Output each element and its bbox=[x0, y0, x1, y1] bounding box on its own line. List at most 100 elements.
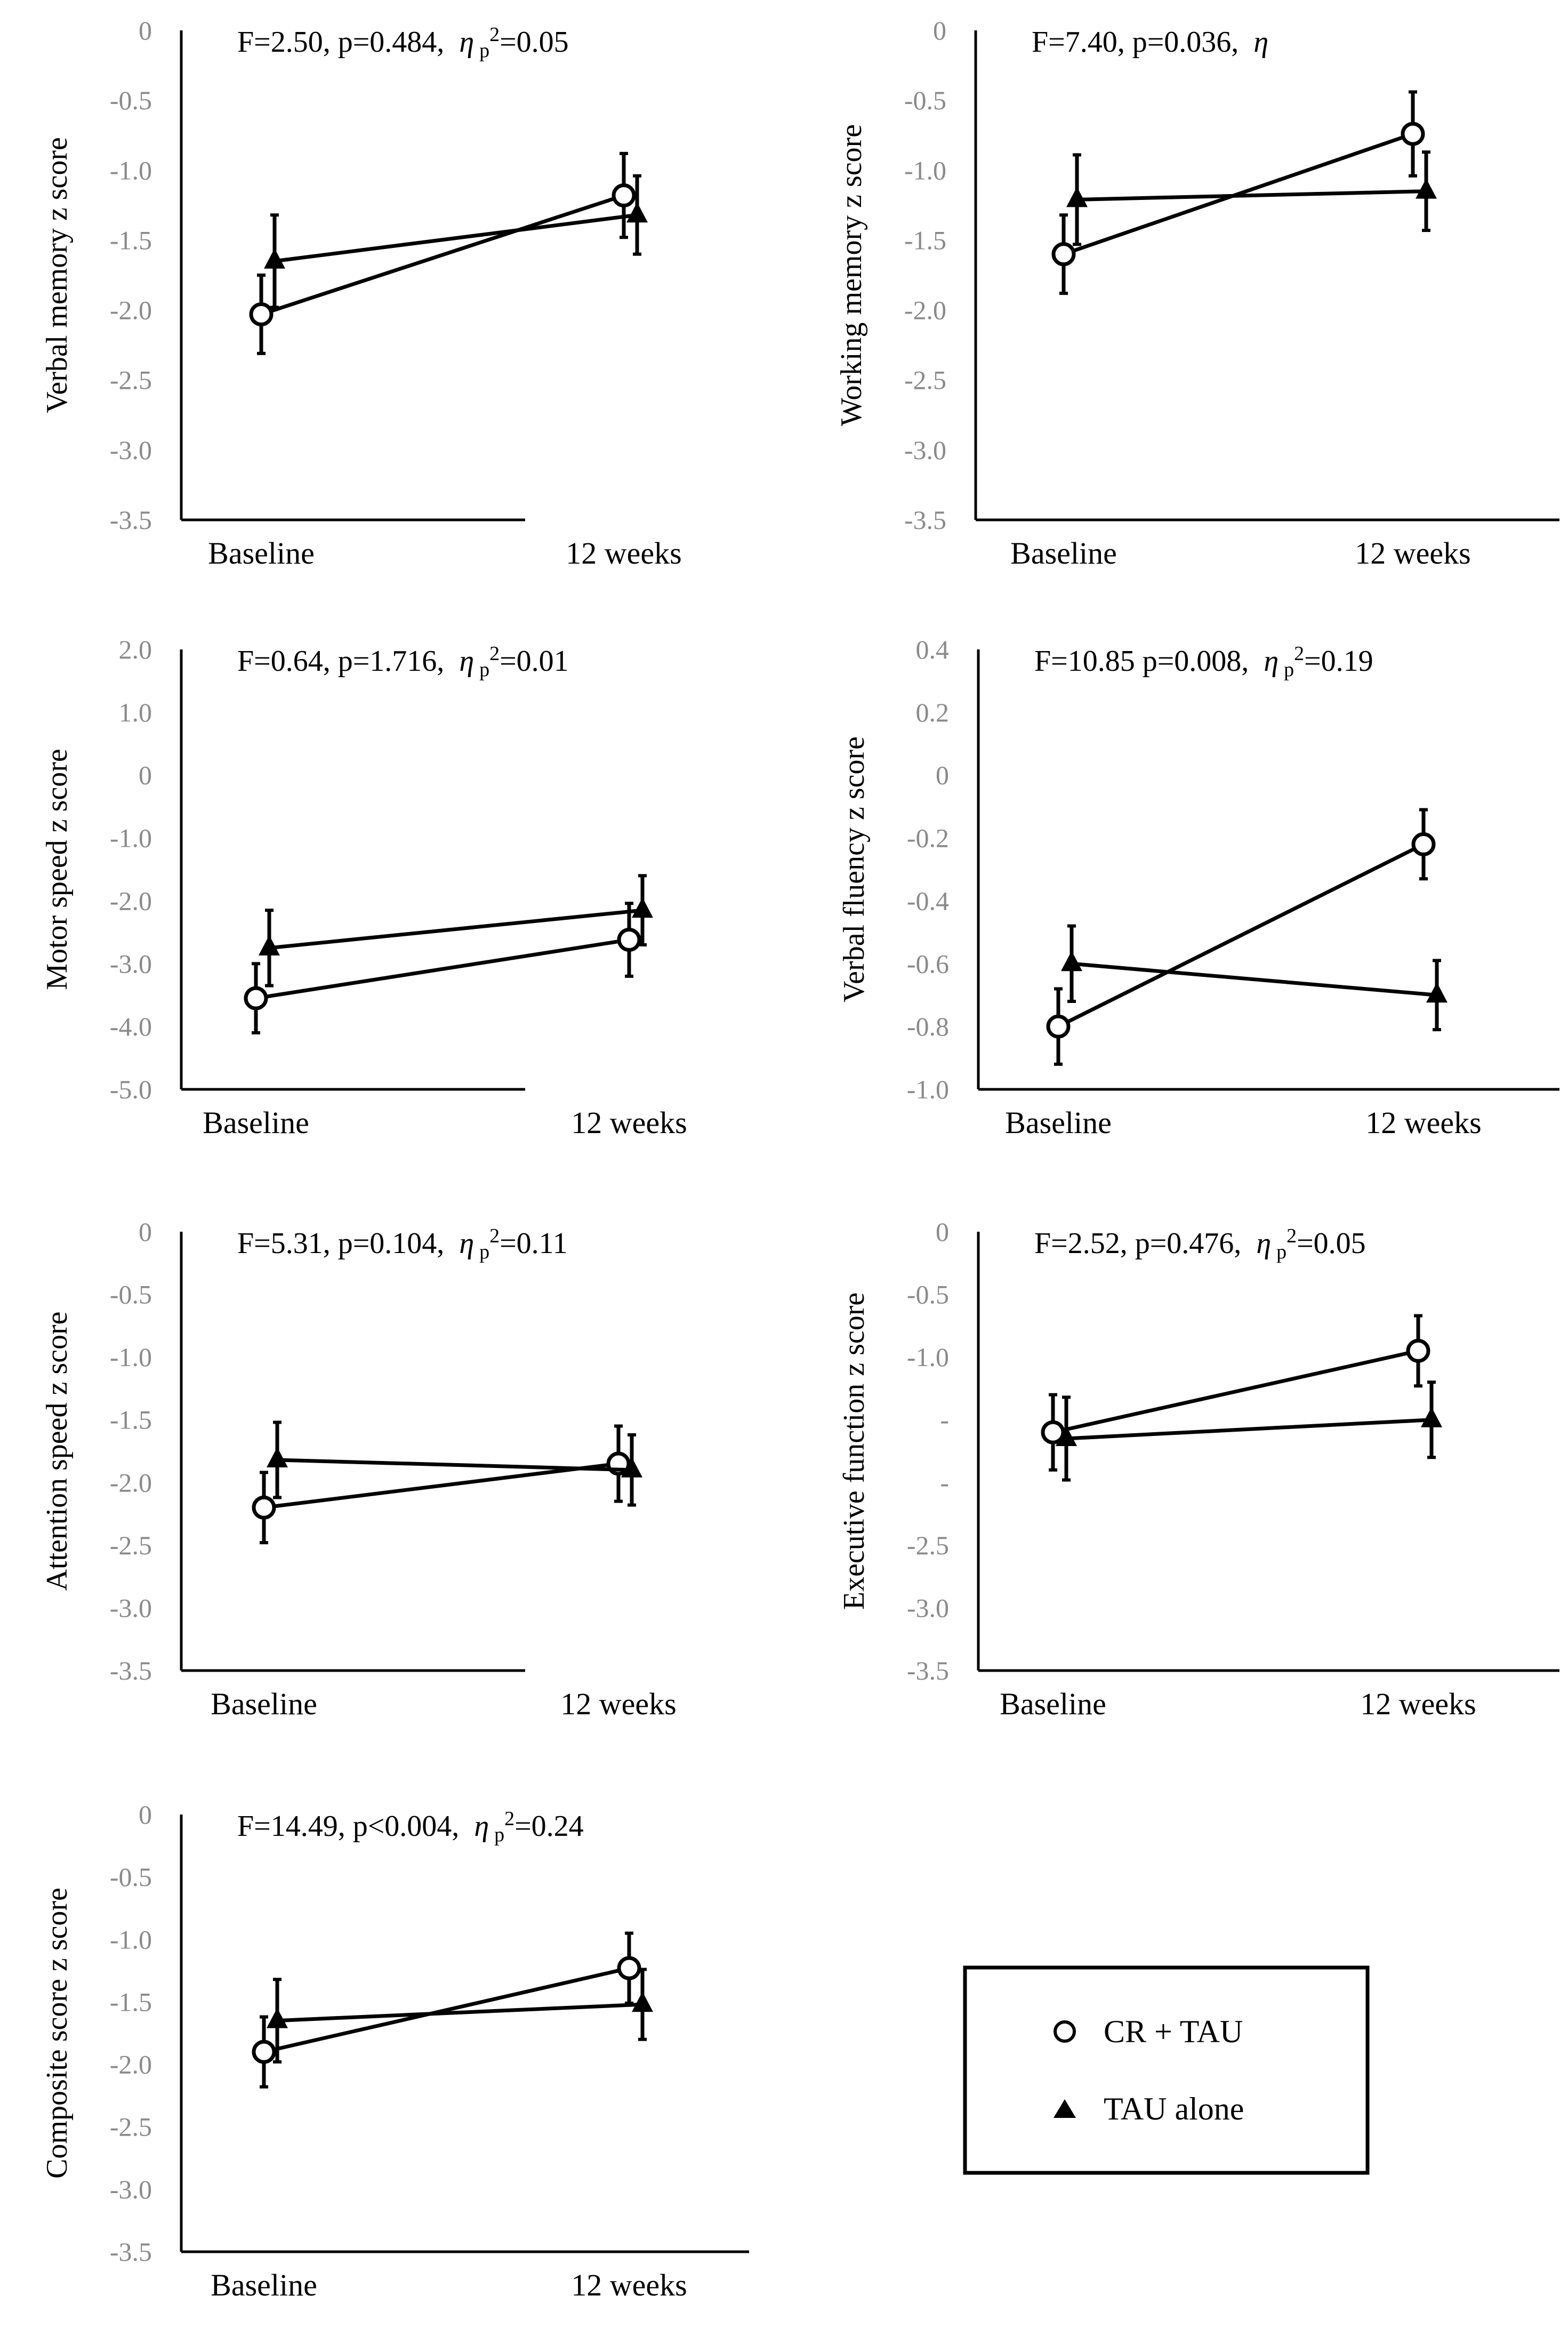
y-tick-label: -0.5 bbox=[907, 1280, 949, 1310]
chart-4: 0.4 0.2 0 -0.2 -0.4 -0.6 -0.8 -1.0 Baseline 12 we… bbox=[838, 635, 1559, 1140]
y-tick-label: -2.5 bbox=[907, 1530, 949, 1560]
y-tick-label: -2.5 bbox=[110, 365, 152, 395]
x-tick-label: 12 weeks bbox=[1355, 536, 1470, 571]
x-tick-label: 12 weeks bbox=[566, 536, 681, 571]
series-tau-alone bbox=[1066, 150, 1437, 246]
series-line bbox=[263, 1966, 630, 2054]
data-point-triangle bbox=[1421, 1407, 1442, 1427]
data-point-triangle bbox=[1066, 187, 1088, 207]
data-point-circle bbox=[1401, 122, 1425, 146]
series-tau-alone bbox=[259, 874, 653, 988]
y-tick-label: -2.5 bbox=[904, 365, 946, 395]
y-tick-label: -0.8 bbox=[907, 1012, 949, 1041]
data-point-triangle bbox=[1056, 1425, 1077, 1446]
y-tick-label: 0 bbox=[139, 1217, 152, 1247]
series-cr-tau bbox=[252, 1424, 631, 1545]
y-tick-label: -3.5 bbox=[904, 505, 946, 535]
series-line bbox=[260, 194, 625, 316]
y-tick-label: -3.5 bbox=[110, 505, 152, 535]
data-point-circle bbox=[1411, 832, 1436, 856]
data-point-triangle bbox=[632, 897, 653, 918]
legend-triangle-icon bbox=[1054, 2099, 1076, 2118]
y-tick-label: -1.5 bbox=[110, 225, 152, 255]
series-tau-alone bbox=[1056, 1380, 1442, 1482]
data-point-triangle bbox=[267, 2008, 288, 2028]
stat-annotation: F=0.64, p=1.716, η p2=0.01 bbox=[237, 643, 569, 681]
data-point-circle bbox=[244, 986, 268, 1010]
y-axis-label: Verbal fluency z score bbox=[838, 736, 871, 1002]
y-axis-label: Motor speed z score bbox=[41, 749, 74, 990]
y-tick-label: -5.0 bbox=[110, 1074, 152, 1104]
data-point-triangle bbox=[1426, 982, 1448, 1003]
y-tick-label: 0 bbox=[933, 15, 946, 45]
y-tick-label: -2.5 bbox=[110, 2112, 152, 2142]
y-tick-label: 0 bbox=[936, 760, 949, 790]
series-tau-alone bbox=[267, 1968, 653, 2064]
y-tick-label: -3.0 bbox=[904, 435, 946, 465]
x-tick-label: 12 weeks bbox=[571, 2268, 687, 2302]
chart-1: 0 -0.5 -1.0 -1.5 -2.0 -2.5 -3.0 -3.5 Baseline 12 … bbox=[41, 15, 682, 571]
legend-label-tau-alone: TAU alone bbox=[1104, 2091, 1244, 2126]
y-tick-label: 0 bbox=[936, 1217, 949, 1247]
data-point-circle bbox=[1046, 1014, 1071, 1039]
x-tick-label: Baseline bbox=[208, 536, 315, 571]
y-tick-label: -1.0 bbox=[110, 1924, 152, 1954]
y-tick-label: -3.5 bbox=[110, 2237, 152, 2267]
legend-box bbox=[963, 1965, 1370, 2175]
y-tick-label: -1.0 bbox=[904, 155, 946, 185]
y-tick-label: - bbox=[940, 1467, 949, 1497]
y-axis-label: Composite score z score bbox=[41, 1888, 74, 2179]
y-tick-label: -4.0 bbox=[110, 1012, 152, 1041]
x-tick-label: Baseline bbox=[1000, 1687, 1106, 1721]
series-line bbox=[263, 1462, 619, 1510]
y-tick-label: 0.4 bbox=[916, 635, 950, 664]
series-tau-alone bbox=[264, 174, 648, 309]
data-point-circle bbox=[617, 928, 641, 952]
y-axis-label: Verbal memory z score bbox=[41, 137, 74, 413]
y-tick-label: -2.0 bbox=[110, 2050, 152, 2080]
series-cr-tau bbox=[244, 902, 641, 1034]
stat-annotation: F=10.85 p=0.008, η p2=0.19 bbox=[1034, 643, 1373, 681]
y-tick-label: -3.0 bbox=[110, 1593, 152, 1623]
stat-annotation: F=2.52, p=0.476, η p2=0.05 bbox=[1034, 1225, 1366, 1263]
x-tick-label: Baseline bbox=[1005, 1105, 1112, 1140]
data-point-triangle bbox=[264, 248, 285, 269]
data-point-circle bbox=[1051, 242, 1076, 267]
y-tick-label: 0.2 bbox=[916, 697, 950, 727]
y-tick-label: -1.0 bbox=[907, 1074, 949, 1104]
y-axis-label: Attention speed z score bbox=[41, 1311, 74, 1591]
chart-6: 0 -0.5 -1.0 - - -2.5 -3.0 -3.5 Baseline 12 weeks E… bbox=[838, 1217, 1559, 1721]
series-cr-tau bbox=[249, 151, 636, 355]
data-point-circle bbox=[1406, 1338, 1430, 1363]
y-tick-label: -2.0 bbox=[904, 295, 946, 325]
y-tick-label: 1.0 bbox=[119, 697, 152, 727]
y-tick-label: -3.0 bbox=[110, 435, 152, 465]
stat-annotation: F=7.40, p=0.036, η bbox=[1032, 26, 1268, 59]
legend-label-cr-tau: CR + TAU bbox=[1104, 2014, 1243, 2049]
chart-3: 2.0 1.0 0 -1.0 -2.0 -3.0 -4.0 -5.0 Baseline 12 we… bbox=[41, 635, 687, 1140]
y-tick-label: -1.5 bbox=[110, 1987, 152, 2017]
data-point-triangle bbox=[259, 935, 280, 956]
legend-circle-icon bbox=[1054, 2020, 1076, 2043]
x-tick-label: Baseline bbox=[211, 2268, 317, 2302]
y-tick-label: -0.5 bbox=[904, 85, 946, 115]
series-line bbox=[1076, 189, 1427, 202]
x-tick-label: 12 weeks bbox=[1360, 1687, 1476, 1721]
y-tick-label: -3.0 bbox=[110, 949, 152, 978]
data-point-triangle bbox=[632, 1992, 653, 2012]
y-tick-label: -1.0 bbox=[110, 1342, 152, 1372]
y-tick-label: -3.0 bbox=[907, 1593, 949, 1623]
data-point-circle bbox=[252, 1495, 276, 1520]
data-point-triangle bbox=[621, 1457, 642, 1478]
chart-2: 0 -0.5 -1.0 -1.5 -2.0 -2.5 -3.0 -3.5 Baseline 12 … bbox=[835, 15, 1559, 571]
y-tick-label: -2.0 bbox=[110, 1467, 152, 1497]
y-tick-label: -1.5 bbox=[904, 225, 946, 255]
series-line bbox=[1071, 961, 1437, 997]
y-tick-label: -1.0 bbox=[110, 155, 152, 185]
x-tick-label: Baseline bbox=[211, 1687, 317, 1721]
y-tick-label: -3.0 bbox=[110, 2174, 152, 2204]
x-tick-label: 12 weeks bbox=[560, 1687, 676, 1721]
series-tau-alone bbox=[267, 1420, 642, 1507]
y-tick-label: -3.5 bbox=[907, 1656, 949, 1685]
